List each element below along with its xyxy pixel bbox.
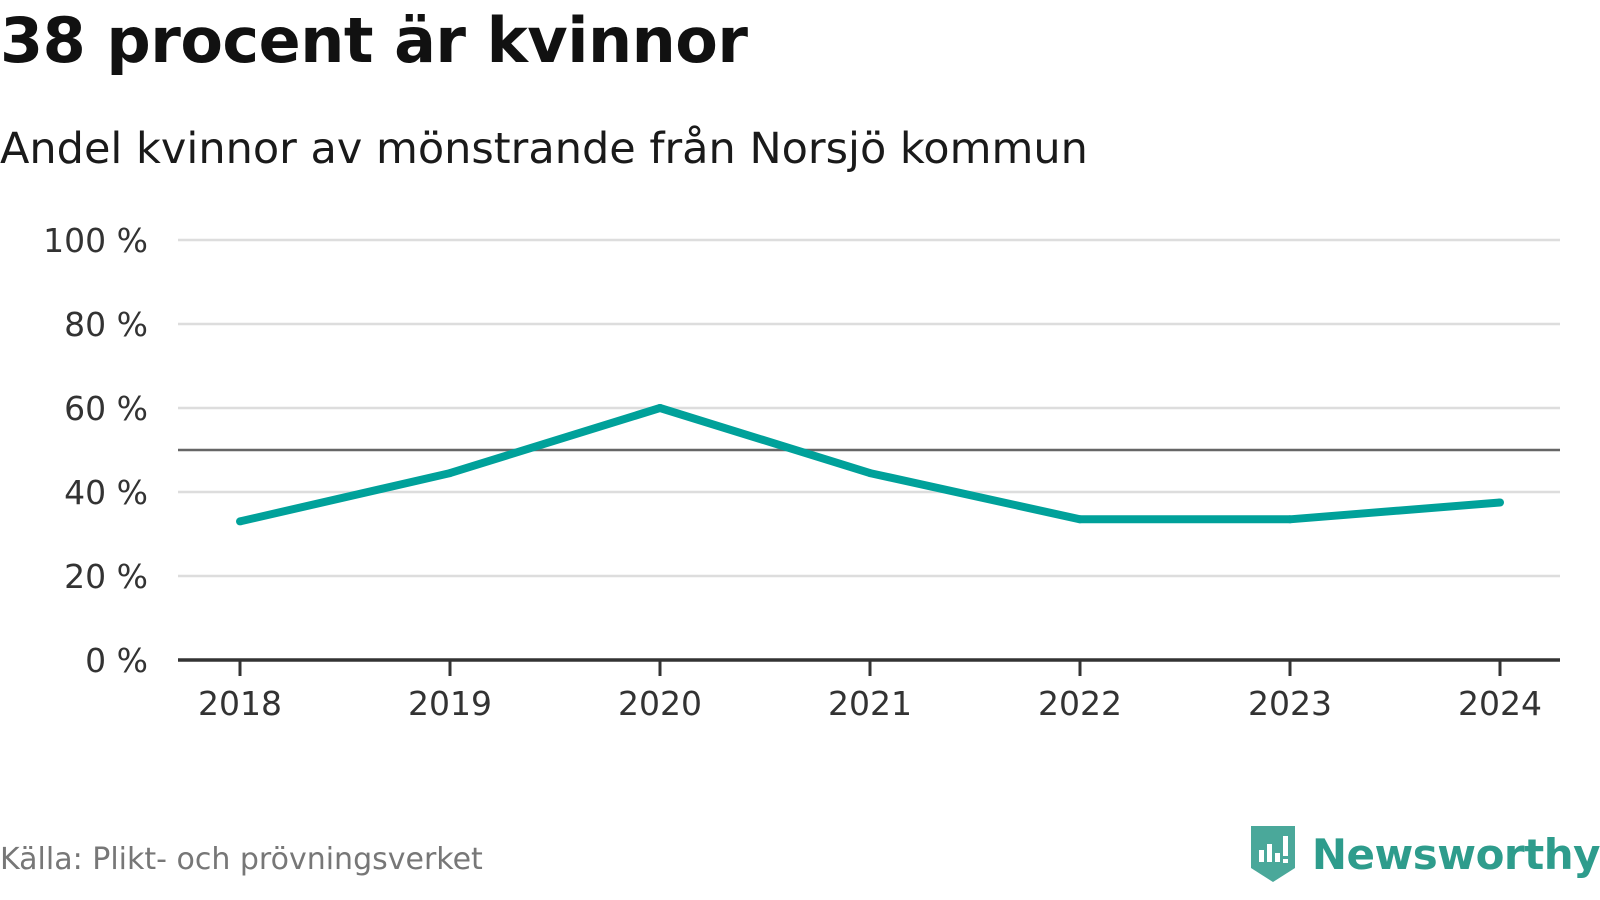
- y-tick-label: 80 %: [64, 305, 148, 344]
- chart-subtitle: Andel kvinnor av mönstrande från Norsjö …: [0, 124, 1088, 174]
- line-chart: 0 % 20 % 40 % 60 % 80 % 100 % 2018 2019 2020 202…: [43, 221, 1560, 723]
- data-point: [236, 517, 244, 526]
- x-axis: [178, 658, 1560, 676]
- series-group: [236, 404, 1504, 526]
- y-tick-label: 0 %: [85, 641, 148, 680]
- y-tick-label: 20 %: [64, 557, 148, 596]
- y-axis-labels: 0 % 20 % 40 % 60 % 80 % 100 %: [43, 221, 148, 680]
- x-tick-label: 2021: [828, 684, 912, 723]
- x-tick-label: 2023: [1248, 684, 1332, 723]
- y-tick-label: 100 %: [43, 221, 148, 260]
- data-point: [1076, 515, 1084, 524]
- data-point: [866, 469, 874, 478]
- data-point: [1286, 515, 1294, 524]
- chart-title: 38 procent är kvinnor: [0, 4, 748, 77]
- brand-logo: Newsworthy: [1248, 824, 1600, 884]
- x-tick-label: 2024: [1458, 684, 1542, 723]
- x-axis-labels: 2018 2019 2020 2021 2022 2023 2024: [198, 684, 1542, 723]
- x-tick-label: 2020: [618, 684, 702, 723]
- source-note: Källa: Plikt- och prövningsverket: [0, 842, 483, 877]
- data-point: [1496, 498, 1504, 507]
- y-tick-label: 40 %: [64, 473, 148, 512]
- data-point: [446, 469, 454, 478]
- newsworthy-logo-icon: [1250, 826, 1295, 882]
- x-tick-label: 2019: [408, 684, 492, 723]
- brand-name: Newsworthy: [1311, 829, 1600, 879]
- x-tick-label: 2022: [1038, 684, 1122, 723]
- series-line: [239, 404, 1501, 526]
- data-point: [656, 404, 664, 412]
- x-tick-label: 2018: [198, 684, 282, 723]
- gridlines: [178, 238, 1560, 578]
- y-tick-label: 60 %: [64, 389, 148, 428]
